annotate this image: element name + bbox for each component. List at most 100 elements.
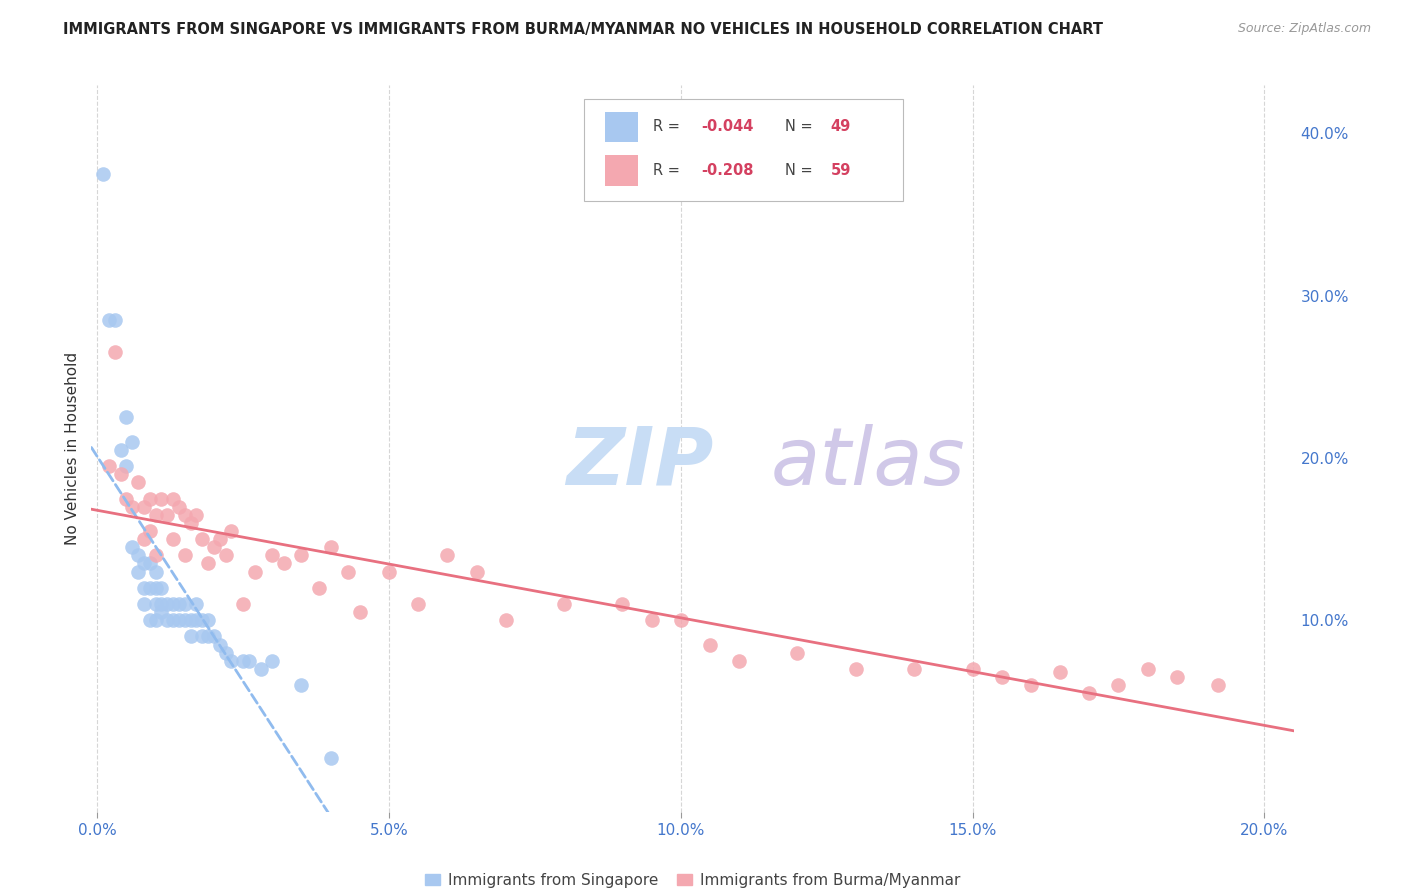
Point (121, 500, 143, 514)
Point (110, 442, 132, 457)
Point (214, 646, 236, 660)
Point (91, 167, 114, 181)
Point (232, 654, 254, 668)
FancyBboxPatch shape (605, 155, 638, 186)
Point (1049, 665, 1071, 680)
Text: R =: R = (652, 163, 685, 178)
Point (232, 597, 254, 611)
Point (262, 654, 284, 668)
Point (110, 467, 132, 482)
Point (243, 565, 266, 579)
Point (121, 434, 143, 449)
Point (180, 630, 202, 644)
Point (145, 565, 167, 579)
Point (903, 662, 925, 676)
Point (162, 532, 184, 546)
Point (1206, 678, 1229, 692)
Point (173, 508, 195, 522)
FancyBboxPatch shape (605, 112, 638, 142)
Point (115, 459, 138, 474)
Point (173, 549, 195, 563)
Point (197, 630, 219, 644)
Point (214, 549, 236, 563)
Point (349, 605, 371, 619)
Point (97, 459, 120, 474)
Point (167, 597, 190, 611)
Point (202, 540, 225, 554)
Point (319, 751, 342, 765)
Text: -0.044: -0.044 (700, 120, 754, 135)
Point (290, 549, 312, 563)
Point (167, 613, 190, 627)
Point (145, 597, 167, 611)
Point (273, 557, 295, 571)
Text: Source: ZipAtlas.com: Source: ZipAtlas.com (1237, 22, 1371, 36)
Point (553, 597, 575, 611)
Point (132, 532, 155, 546)
Point (238, 654, 260, 668)
Point (121, 540, 143, 554)
FancyBboxPatch shape (585, 99, 903, 201)
Point (1078, 686, 1101, 700)
Point (191, 613, 214, 627)
Text: 49: 49 (831, 120, 851, 135)
Point (150, 491, 173, 506)
Text: 59: 59 (831, 163, 851, 178)
Point (337, 565, 360, 579)
Point (145, 581, 167, 595)
Point (728, 654, 751, 668)
Point (162, 613, 184, 627)
Y-axis label: No Vehicles in Household: No Vehicles in Household (65, 351, 80, 545)
Point (197, 557, 219, 571)
Point (127, 565, 149, 579)
Point (1107, 678, 1129, 692)
Point (162, 491, 184, 506)
Point (249, 662, 271, 676)
Point (115, 410, 138, 425)
Text: N =: N = (785, 120, 817, 135)
Point (191, 532, 214, 546)
Point (669, 613, 692, 627)
Point (139, 491, 162, 506)
Point (127, 475, 149, 490)
Point (162, 597, 184, 611)
Point (191, 630, 214, 644)
Point (173, 597, 195, 611)
Point (262, 549, 284, 563)
Point (145, 549, 167, 563)
Legend: Immigrants from Singapore, Immigrants from Burma/Myanmar: Immigrants from Singapore, Immigrants fr… (425, 872, 960, 888)
Point (640, 613, 662, 627)
Point (208, 638, 231, 652)
Text: atlas: atlas (770, 424, 966, 502)
Point (962, 662, 984, 676)
Point (139, 581, 162, 595)
Point (406, 597, 429, 611)
Point (436, 549, 458, 563)
Point (104, 345, 127, 359)
Point (990, 670, 1012, 684)
Point (145, 613, 167, 627)
Point (221, 524, 243, 538)
Text: R =: R = (652, 120, 685, 135)
Point (139, 524, 162, 538)
Point (156, 597, 179, 611)
Point (202, 630, 225, 644)
Point (208, 532, 231, 546)
Text: N =: N = (785, 163, 817, 178)
Point (180, 516, 202, 530)
Point (1166, 670, 1188, 684)
Point (167, 500, 190, 514)
Point (104, 313, 127, 327)
Point (197, 613, 219, 627)
Point (173, 613, 195, 627)
Point (378, 565, 401, 579)
Point (495, 613, 517, 627)
Point (465, 565, 488, 579)
Point (150, 605, 173, 619)
Point (132, 500, 155, 514)
Text: ZIP: ZIP (567, 424, 714, 502)
Point (845, 662, 868, 676)
Point (186, 613, 208, 627)
Point (150, 581, 173, 595)
Point (127, 549, 149, 563)
